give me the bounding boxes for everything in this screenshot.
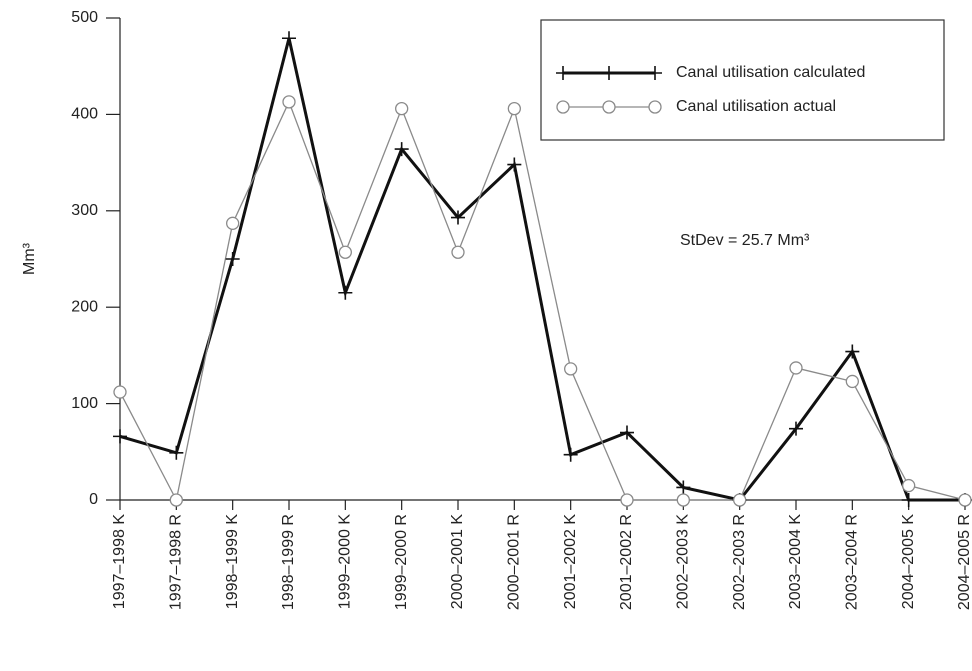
legend-marker: [648, 100, 662, 114]
x-tick-label: 2002–2003 K: [675, 514, 692, 610]
data-point: [789, 421, 803, 436]
data-point: [169, 445, 184, 460]
data-point: [451, 210, 465, 225]
y-tick-label: 500: [71, 9, 98, 26]
data-point: [507, 101, 521, 116]
legend-marker: [602, 66, 616, 80]
y-tick-label: 100: [71, 395, 98, 412]
x-tick-label: 1998–1999 K: [224, 514, 241, 610]
data-point: [845, 344, 860, 359]
data-point: [451, 245, 465, 259]
data-point: [338, 285, 353, 300]
x-tick-label: 2001–2002 R: [618, 514, 635, 610]
data-point: [395, 101, 409, 116]
legend-marker: [602, 100, 616, 114]
data-point: [507, 157, 522, 172]
data-point: [958, 493, 972, 507]
data-point: [225, 252, 240, 266]
x-tick-label: 2000–2001 R: [506, 514, 523, 610]
legend-marker: [556, 66, 570, 80]
x-tick-label: 2003–2004 R: [844, 514, 861, 610]
data-point: [169, 493, 183, 507]
x-tick-label: 1998–1999 R: [280, 514, 297, 610]
x-tick-label: 2004–2005 K: [900, 514, 917, 610]
data-point: [676, 493, 690, 507]
x-tick-label: 2002–2003 R: [731, 514, 748, 610]
annotation: StDev = 25.7 Mm³: [680, 232, 810, 249]
y-tick-label: 400: [71, 106, 98, 123]
data-point: [113, 385, 127, 399]
y-tick-label: 300: [71, 202, 98, 219]
data-point: [620, 425, 634, 440]
data-point: [394, 142, 409, 157]
x-tick-label: 1997–1998 R: [168, 514, 185, 610]
x-tick-label: 2004–2005 R: [956, 514, 972, 610]
y-tick-label: 200: [71, 298, 98, 315]
x-tick-label: 1997–1998 K: [111, 514, 128, 610]
data-point: [676, 480, 691, 495]
legend-label: Canal utilisation calculated: [676, 64, 865, 81]
data-point: [563, 447, 578, 462]
legend-marker: [648, 66, 662, 80]
data-point: [113, 429, 127, 444]
x-tick-label: 2003–2004 K: [787, 514, 804, 610]
data-point: [338, 245, 352, 259]
x-tick-label: 2000–2001 K: [449, 514, 466, 610]
data-point: [282, 95, 296, 109]
series-line: [119, 100, 966, 502]
x-tick-label: 1999–2000 K: [337, 514, 354, 610]
legend-marker: [556, 100, 570, 114]
x-tick-label: 2001–2002 K: [562, 514, 579, 610]
data-point: [733, 493, 747, 507]
data-point: [845, 374, 859, 389]
series-line: [119, 37, 965, 502]
data-point: [902, 478, 916, 493]
legend-box: [540, 19, 945, 141]
data-point: [564, 362, 578, 376]
y-axis-label: Mm³: [21, 242, 38, 275]
data-point: [282, 31, 296, 46]
data-point: [901, 493, 916, 507]
x-tick-label: 1999–2000 R: [393, 514, 410, 610]
data-point: [226, 216, 240, 230]
data-point: [620, 493, 634, 507]
legend-label: Canal utilisation actual: [676, 98, 836, 115]
y-tick-label: 0: [89, 491, 98, 508]
data-point: [789, 361, 803, 375]
